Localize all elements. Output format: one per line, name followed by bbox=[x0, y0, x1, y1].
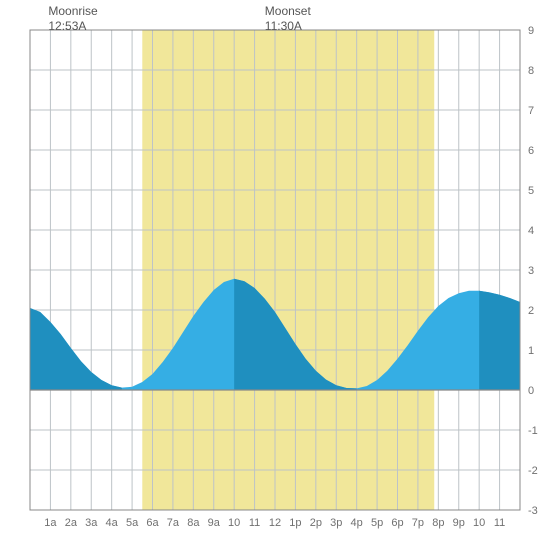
y-tick-label: 9 bbox=[528, 25, 534, 37]
x-tick-label: 10 bbox=[228, 517, 240, 529]
x-tick-label: 10 bbox=[473, 517, 485, 529]
y-tick-label: -1 bbox=[528, 425, 538, 437]
x-tick-label: 1a bbox=[44, 517, 57, 529]
y-tick-label: 0 bbox=[528, 385, 534, 397]
y-tick-label: -3 bbox=[528, 505, 538, 517]
chart-svg: -3-2-101234567891a2a3a4a5a6a7a8a9a101112… bbox=[0, 0, 550, 550]
y-tick-label: 6 bbox=[528, 145, 534, 157]
x-tick-label: 7p bbox=[412, 517, 424, 529]
y-tick-label: -2 bbox=[528, 465, 538, 477]
x-tick-label: 4a bbox=[106, 517, 119, 529]
x-tick-label: 7a bbox=[167, 517, 180, 529]
x-tick-label: 8a bbox=[187, 517, 200, 529]
x-tick-label: 2p bbox=[310, 517, 322, 529]
x-tick-label: 5a bbox=[126, 517, 139, 529]
x-tick-label: 9p bbox=[453, 517, 465, 529]
moonset-label-text: Moonset bbox=[265, 4, 311, 18]
x-tick-label: 11 bbox=[494, 517, 505, 529]
moonset-label: Moonset 11:30A bbox=[265, 4, 311, 34]
x-tick-label: 5p bbox=[371, 517, 383, 529]
y-tick-label: 7 bbox=[528, 105, 534, 117]
x-tick-label: 12 bbox=[269, 517, 281, 529]
x-tick-label: 2a bbox=[65, 517, 78, 529]
y-tick-label: 5 bbox=[528, 185, 534, 197]
y-tick-label: 1 bbox=[528, 345, 534, 357]
moonrise-label-text: Moonrise bbox=[48, 4, 97, 18]
x-tick-label: 3a bbox=[85, 517, 98, 529]
x-tick-label: 8p bbox=[432, 517, 444, 529]
moonset-time: 11:30A bbox=[265, 19, 302, 33]
moonrise-time: 12:53A bbox=[48, 19, 86, 33]
x-tick-label: 3p bbox=[330, 517, 342, 529]
y-tick-label: 8 bbox=[528, 65, 534, 77]
moonrise-label: Moonrise 12:53A bbox=[48, 4, 97, 34]
x-tick-label: 6p bbox=[391, 517, 403, 529]
y-tick-label: 4 bbox=[528, 225, 534, 237]
x-tick-label: 4p bbox=[351, 517, 363, 529]
y-tick-label: 3 bbox=[528, 265, 534, 277]
tide-area-dark bbox=[479, 291, 520, 390]
x-tick-label: 11 bbox=[249, 517, 260, 529]
y-tick-label: 2 bbox=[528, 305, 534, 317]
x-tick-label: 6a bbox=[146, 517, 159, 529]
tide-chart: Moonrise 12:53A Moonset 11:30A -3-2-1012… bbox=[0, 0, 550, 550]
x-tick-label: 9a bbox=[208, 517, 221, 529]
x-tick-label: 1p bbox=[289, 517, 301, 529]
